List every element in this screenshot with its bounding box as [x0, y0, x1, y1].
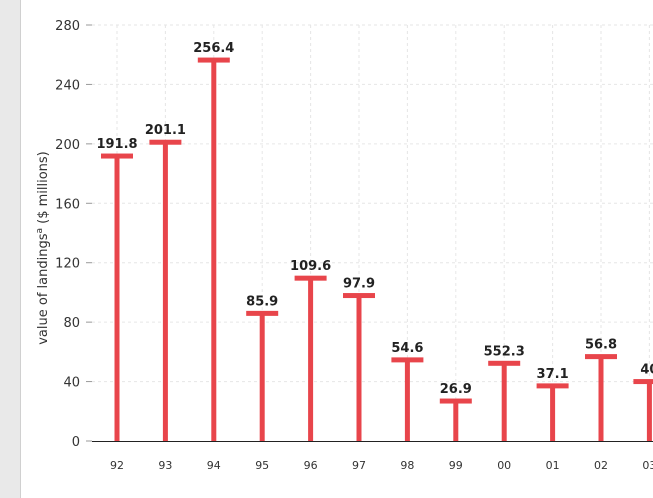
- bar-stem: [162, 142, 168, 442]
- bar-stem: [259, 313, 265, 441]
- data-label: 54.6: [391, 341, 423, 356]
- x-tick-label: 98: [400, 459, 414, 472]
- bar-cap: [149, 139, 182, 145]
- y-tick-label: 120: [55, 257, 80, 272]
- bar-cap: [585, 354, 617, 360]
- data-label: 97.9: [343, 277, 375, 292]
- bar-cap: [343, 293, 375, 299]
- x-tick-label: 01: [546, 459, 560, 472]
- bar-stem: [501, 363, 507, 441]
- bar-cap: [294, 275, 327, 281]
- bar-stem: [404, 359, 410, 441]
- data-label: 56.8: [585, 338, 617, 353]
- data-label: 109.6: [290, 259, 331, 274]
- bars: [101, 57, 653, 442]
- bar-stem: [598, 356, 604, 441]
- x-tick-label: 02: [594, 459, 608, 472]
- data-label: 26.9: [440, 382, 472, 397]
- bar-stem: [646, 381, 652, 441]
- y-tick-label: 0: [72, 435, 80, 450]
- bar-stem: [550, 385, 556, 441]
- bar-cap: [197, 57, 230, 63]
- x-tick-label: 03: [642, 459, 653, 472]
- y-tick-label: 240: [55, 78, 80, 93]
- bar-cap: [101, 153, 133, 159]
- x-tick-label: 92: [110, 459, 124, 472]
- x-tick-label: 96: [304, 459, 318, 472]
- chart-grid: [92, 24, 653, 441]
- bar-cap: [439, 398, 472, 404]
- x-tick-label: 95: [255, 459, 269, 472]
- x-tick-label: 94: [207, 459, 221, 472]
- data-label: 37.1: [537, 367, 569, 382]
- bar-stem: [453, 401, 459, 441]
- y-tick-label: 200: [55, 138, 80, 153]
- y-tick-label: 160: [55, 197, 80, 212]
- y-tick-label: 40: [63, 376, 80, 391]
- x-tick-label: 93: [158, 459, 172, 472]
- bar-cap: [391, 357, 424, 363]
- data-labels: 191.8 201.1 256.4 85.9 109.6 97.9 54.6 26.9 552.…: [96, 41, 653, 397]
- bar-stem: [211, 60, 217, 441]
- x-axis-ticks: 92 93 94 95 96 97 98 99 00 01 02 03: [110, 459, 653, 472]
- data-label: 256.4: [193, 41, 234, 56]
- bar-cap: [633, 379, 653, 385]
- bar-stem: [308, 278, 314, 441]
- left-panel-frame: [0, 0, 20, 498]
- left-panel-border: [20, 0, 21, 498]
- bar-stem: [356, 295, 362, 441]
- y-axis-label-unit: ($ millions): [36, 151, 51, 228]
- x-tick-label: 99: [449, 459, 463, 472]
- bar-cap: [536, 383, 569, 389]
- y-axis-label-main: value of landings: [36, 233, 51, 344]
- y-axis-ticks: 0 40 80 120 160 200 240 280: [55, 19, 92, 450]
- data-label: 552.3: [484, 344, 525, 359]
- y-axis-label-superscript: a: [35, 228, 45, 234]
- data-label: 85.9: [246, 294, 278, 309]
- x-tick-label: 00: [497, 459, 511, 472]
- bar-cap: [246, 310, 279, 316]
- y-tick-label: 80: [63, 316, 80, 331]
- data-label: 201.1: [145, 123, 186, 138]
- y-tick-label: 280: [55, 19, 80, 34]
- bar-stem: [114, 156, 120, 442]
- y-axis-label: value of landingsa ($ millions): [35, 151, 51, 345]
- data-label: 191.8: [96, 137, 137, 152]
- data-label: 40: [640, 363, 653, 378]
- x-tick-label: 97: [352, 459, 366, 472]
- bar-cap: [488, 360, 521, 366]
